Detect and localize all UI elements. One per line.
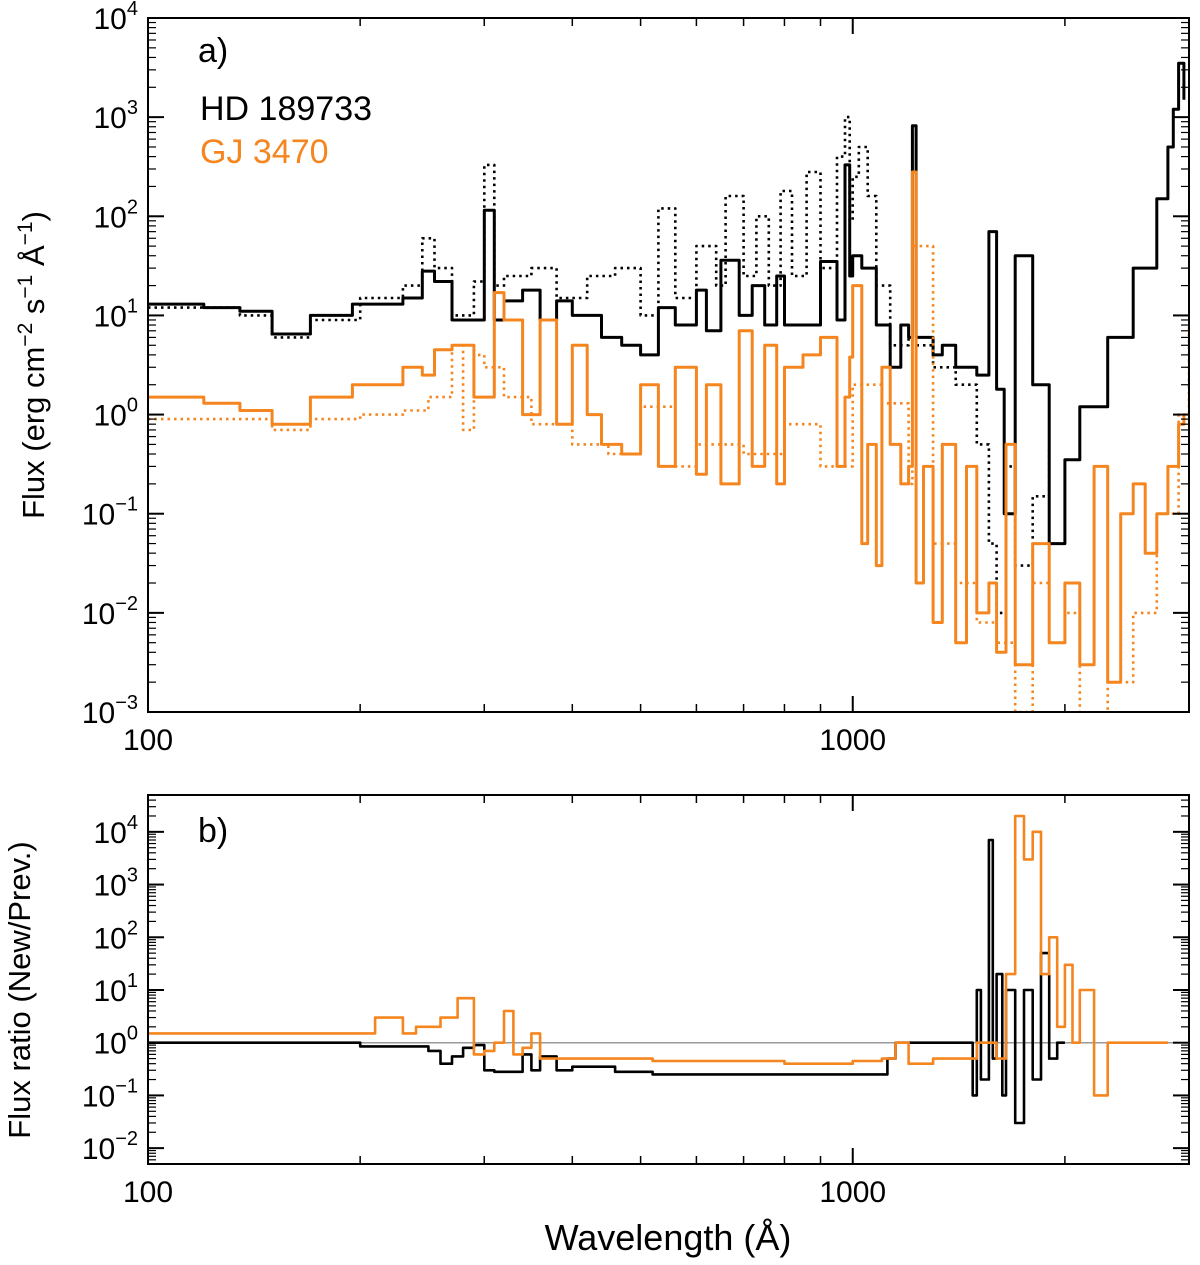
panel-b-label: b) [198,812,228,850]
panel-b: 100 1000 104 103 102 101 100 10−1 10−2 b) Flux r… [2,794,1190,1258]
panel-a-frame [147,17,1190,713]
series-line-hd-189733-ratio [148,838,1065,1125]
y-tick-label: 100 [94,1023,139,1061]
y-tick-label: 102 [94,917,139,955]
y-tick-label: 103 [94,97,139,135]
series-line-gj-3470-ratio [148,814,1168,1097]
y-tick-label: 104 [94,812,139,850]
y-tick-label: 103 [94,865,139,903]
y-tick-label: 104 [94,0,139,36]
y-tick-label: 100 [94,395,139,433]
y-tick-label: 101 [94,970,139,1008]
series-line-hd-189733-previous [148,115,1051,615]
legend-entry-gj3470: GJ 3470 [200,133,329,171]
x-tick-label: 100 [123,724,173,757]
panel-b-frame [147,794,1190,1165]
y-tick-label: 10−2 [82,593,138,631]
series-line-gj-3470-new [148,170,1186,684]
y-tick-label: 10−1 [82,494,138,532]
panel-a-label: a) [198,32,228,70]
y-tick-label: 102 [94,196,139,234]
panel-a-y-axis-label: Flux (erg cm−2 s−1 Å−1) [14,211,51,519]
legend-entry-hd189733: HD 189733 [200,90,372,128]
y-tick-label: 10−1 [82,1075,138,1113]
x-tick-label: 100 [123,1176,173,1209]
x-axis-label: Wavelength (Å) [545,1217,792,1258]
x-tick-label: 1000 [819,724,886,757]
panel-a: 100 1000 104 103 102 101 100 10−1 10−2 10−3 a) HD… [14,0,1190,757]
y-tick-label: 10−2 [82,1128,138,1166]
y-tick-label: 101 [94,295,139,333]
panel-b-y-axis-label: Flux ratio (New/Prev.) [2,841,37,1138]
x-tick-label: 1000 [819,1176,886,1209]
y-tick-label: 10−3 [82,692,138,730]
